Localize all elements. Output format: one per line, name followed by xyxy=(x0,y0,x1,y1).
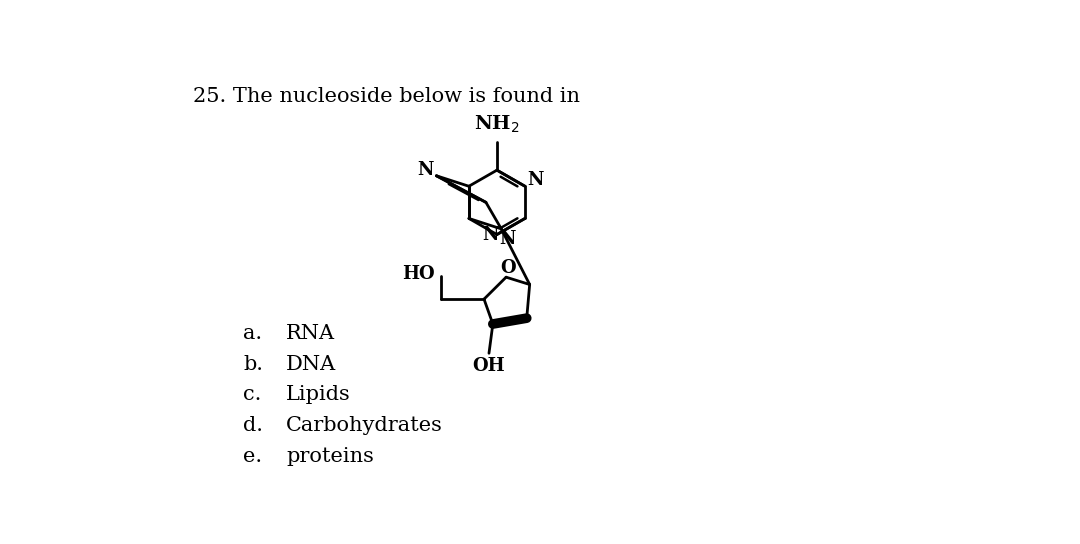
Text: c.: c. xyxy=(243,385,261,404)
Text: Lipids: Lipids xyxy=(286,385,351,404)
Text: d.: d. xyxy=(243,416,264,435)
Text: O: O xyxy=(501,259,516,277)
Text: NH$_2$: NH$_2$ xyxy=(474,114,519,135)
Text: OH: OH xyxy=(473,357,505,375)
Text: 25. The nucleoside below is found in: 25. The nucleoside below is found in xyxy=(193,87,580,106)
Text: proteins: proteins xyxy=(286,447,374,466)
Text: DNA: DNA xyxy=(286,355,336,374)
Text: e.: e. xyxy=(243,447,262,466)
Text: Carbohydrates: Carbohydrates xyxy=(286,416,443,435)
Text: a.: a. xyxy=(243,324,262,343)
Text: N: N xyxy=(417,160,434,178)
Text: N: N xyxy=(482,226,499,244)
Text: RNA: RNA xyxy=(286,324,335,343)
Text: b.: b. xyxy=(243,355,264,374)
Text: N: N xyxy=(500,230,516,248)
Text: HO: HO xyxy=(403,265,435,283)
Text: N: N xyxy=(527,171,544,189)
